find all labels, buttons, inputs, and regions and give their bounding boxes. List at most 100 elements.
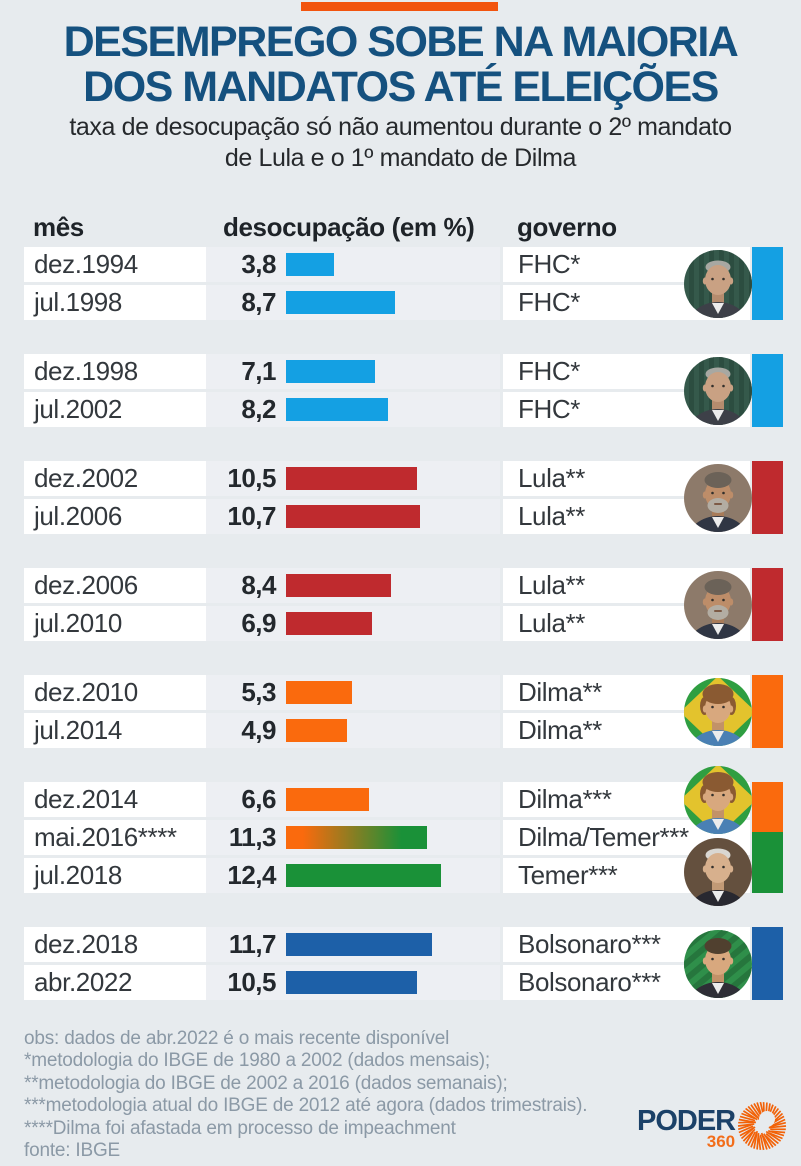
rate-cell: 10,7 bbox=[206, 499, 500, 534]
rate-bar bbox=[286, 612, 372, 635]
rate-value: 11,7 bbox=[228, 929, 277, 959]
rate-cell: 8,7 bbox=[206, 285, 500, 320]
table-header: mês desocupação (em %) governo bbox=[24, 212, 783, 242]
rate-bar bbox=[286, 864, 441, 887]
month-cell: dez.2002 bbox=[24, 461, 206, 496]
column-header-government: governo bbox=[517, 212, 617, 242]
rate-bar bbox=[286, 398, 388, 421]
top-accent-bar bbox=[301, 2, 498, 11]
table-row: jul.2010 6,9 Lula** bbox=[24, 606, 783, 641]
dilma-photo bbox=[684, 766, 752, 834]
rate-bar bbox=[286, 719, 347, 742]
rate-bar bbox=[286, 788, 369, 811]
rate-bar bbox=[286, 467, 417, 490]
month-cell: dez.1994 bbox=[24, 247, 206, 282]
month-cell: jul.2010 bbox=[24, 606, 206, 641]
government-accent-bar bbox=[752, 461, 783, 534]
rate-value: 6,6 bbox=[241, 784, 276, 814]
month-cell: jul.2002 bbox=[24, 392, 206, 427]
rate-value: 5,3 bbox=[241, 677, 276, 707]
month-cell: jul.2014 bbox=[24, 713, 206, 748]
month-cell: mai.2016**** bbox=[24, 820, 206, 855]
rate-bar bbox=[286, 971, 417, 994]
month-cell: abr.2022 bbox=[24, 965, 206, 1000]
rate-value: 12,4 bbox=[227, 860, 276, 890]
rate-bar bbox=[286, 505, 420, 528]
rate-cell: 3,8 bbox=[206, 247, 500, 282]
rate-bar bbox=[286, 360, 375, 383]
fhc-photo bbox=[684, 357, 752, 425]
mandate-group: dez.2010 5,3 Dilma** jul.2014 4,9 Dilma** bbox=[24, 675, 783, 748]
rate-bar bbox=[286, 826, 427, 849]
mandate-groups: dez.1994 3,8 FHC* jul.1998 8,7 FHC* dez.1998 7,… bbox=[24, 247, 783, 1034]
logo-360-text: 360 bbox=[706, 1131, 736, 1151]
government-accent-bar bbox=[752, 247, 783, 320]
rate-value: 8,2 bbox=[241, 394, 276, 424]
table-row: dez.2014 6,6 Dilma*** bbox=[24, 782, 783, 817]
lula-photo bbox=[684, 571, 752, 639]
footnote-2: **metodologia do IBGE de 2002 a 2016 (da… bbox=[24, 1072, 508, 1094]
title-line-1: DESEMPREGO SOBE NA MAIORIA bbox=[63, 18, 739, 66]
rate-value: 6,9 bbox=[241, 608, 276, 638]
table-row: dez.2010 5,3 Dilma** bbox=[24, 675, 783, 710]
column-header-rate: desocupação (em %) bbox=[223, 212, 475, 242]
rate-cell: 6,6 bbox=[206, 782, 500, 817]
table-row: jul.1998 8,7 FHC* bbox=[24, 285, 783, 320]
rate-cell: 11,7 bbox=[206, 927, 500, 962]
rate-cell: 8,4 bbox=[206, 568, 500, 603]
rate-cell: 5,3 bbox=[206, 675, 500, 710]
month-cell: jul.2018 bbox=[24, 858, 206, 893]
rate-value: 3,8 bbox=[241, 249, 276, 279]
government-accent-bar bbox=[752, 675, 783, 748]
dilma-photo bbox=[684, 678, 752, 746]
table-row: jul.2014 4,9 Dilma** bbox=[24, 713, 783, 748]
month-cell: dez.2006 bbox=[24, 568, 206, 603]
mandate-group: dez.2014 6,6 Dilma*** mai.2016**** 11,3 Dilma… bbox=[24, 766, 783, 906]
month-cell: dez.2014 bbox=[24, 782, 206, 817]
rate-value: 8,7 bbox=[241, 287, 276, 317]
government-accent-bar bbox=[752, 782, 783, 893]
table-row: dez.1998 7,1 FHC* bbox=[24, 354, 783, 389]
rate-bar bbox=[286, 681, 352, 704]
government-cell: Dilma/Temer*** bbox=[503, 820, 750, 855]
rate-cell: 4,9 bbox=[206, 713, 500, 748]
mandate-group: dez.2002 10,5 Lula** jul.2006 10,7 Lula** bbox=[24, 461, 783, 534]
column-header-month: mês bbox=[33, 212, 84, 242]
accent-top-segment bbox=[752, 782, 783, 832]
month-cell: dez.1998 bbox=[24, 354, 206, 389]
month-cell: jul.1998 bbox=[24, 285, 206, 320]
table-row: dez.2018 11,7 Bolsonaro*** bbox=[24, 927, 783, 962]
rate-bar bbox=[286, 574, 391, 597]
mandate-group: dez.1998 7,1 FHC* jul.2002 8,2 FHC* bbox=[24, 354, 783, 427]
month-cell: dez.2018 bbox=[24, 927, 206, 962]
month-cell: dez.2010 bbox=[24, 675, 206, 710]
rate-value: 4,9 bbox=[241, 715, 276, 745]
subtitle-line-1: taxa de desocupação só não aumentou dura… bbox=[69, 113, 732, 141]
rate-bar bbox=[286, 253, 334, 276]
table-row: dez.1994 3,8 FHC* bbox=[24, 247, 783, 282]
accent-bottom-segment bbox=[752, 832, 783, 893]
footnote-3: ***metodologia atual do IBGE de 2012 até… bbox=[24, 1095, 588, 1117]
footnotes: obs: dados de abr.2022 é o mais recente … bbox=[24, 1028, 587, 1162]
month-cell: jul.2006 bbox=[24, 499, 206, 534]
footnote-4: ****Dilma foi afastada em processo de im… bbox=[24, 1117, 456, 1139]
table-row: abr.2022 10,5 Bolsonaro*** bbox=[24, 965, 783, 1000]
rate-value: 8,4 bbox=[241, 570, 276, 600]
mandate-group: dez.2006 8,4 Lula** jul.2010 6,9 Lula** bbox=[24, 568, 783, 641]
footnote-obs: obs: dados de abr.2022 é o mais recente … bbox=[24, 1028, 450, 1049]
lula-photo bbox=[684, 464, 752, 532]
bolsonaro-photo bbox=[684, 930, 752, 998]
poder360-logo: PODER 360 bbox=[637, 1100, 788, 1157]
temer-photo bbox=[684, 838, 752, 906]
rate-value: 10,5 bbox=[227, 463, 276, 493]
table-row: jul.2018 12,4 Temer*** bbox=[24, 858, 783, 893]
logo-poder-text: PODER bbox=[637, 1104, 736, 1137]
mandate-group: dez.1994 3,8 FHC* jul.1998 8,7 FHC* bbox=[24, 247, 783, 320]
table-row: jul.2002 8,2 FHC* bbox=[24, 392, 783, 427]
page-title: DESEMPREGO SOBE NA MAIORIA DOS MANDATOS … bbox=[0, 20, 801, 110]
government-accent-bar bbox=[752, 927, 783, 1000]
rate-cell: 10,5 bbox=[206, 461, 500, 496]
poder360-logo-text: PODER 360 bbox=[637, 1104, 736, 1151]
table-row: dez.2002 10,5 Lula** bbox=[24, 461, 783, 496]
